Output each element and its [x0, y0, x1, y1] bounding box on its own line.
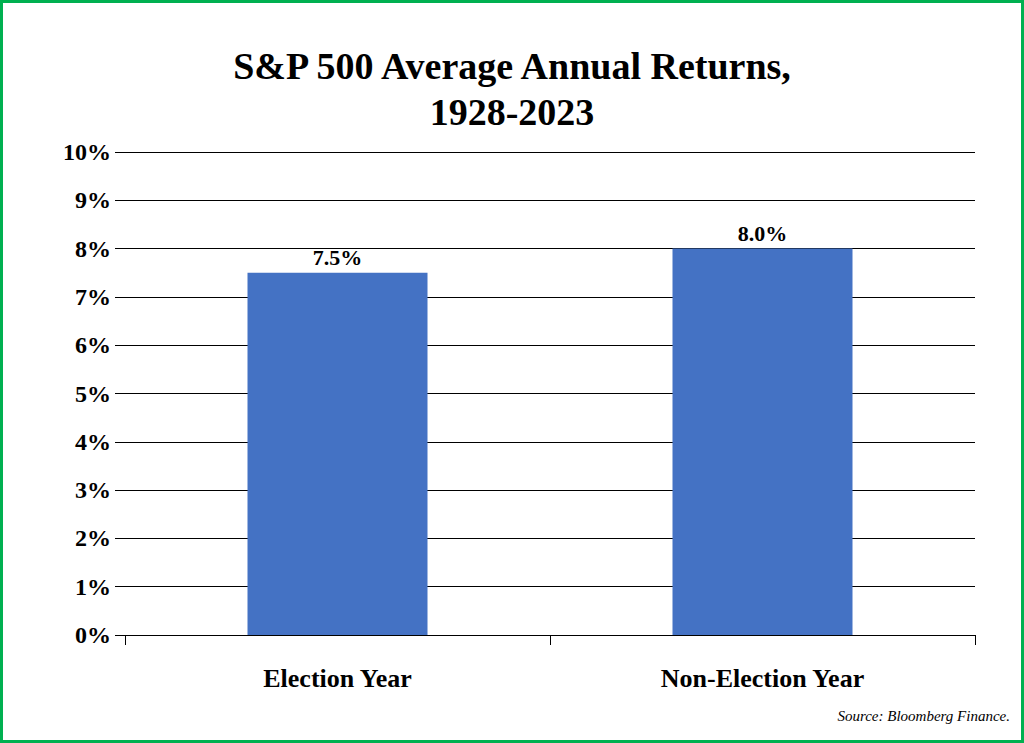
- svg-text:4%: 4%: [75, 429, 111, 455]
- svg-text:3%: 3%: [75, 477, 111, 503]
- svg-text:Election Year: Election Year: [263, 664, 412, 693]
- svg-text:2%: 2%: [75, 525, 111, 551]
- svg-text:Source: Bloomberg Finance.: Source: Bloomberg Finance.: [837, 708, 1010, 724]
- svg-text:7%: 7%: [75, 284, 111, 310]
- svg-text:1%: 1%: [75, 574, 111, 600]
- svg-text:1928-2023: 1928-2023: [430, 91, 595, 133]
- svg-text:10%: 10%: [63, 139, 111, 165]
- svg-text:8%: 8%: [75, 236, 111, 262]
- svg-text:Non-Election Year: Non-Election Year: [661, 664, 864, 693]
- svg-text:8.0%: 8.0%: [738, 221, 788, 246]
- svg-text:6%: 6%: [75, 332, 111, 358]
- svg-text:5%: 5%: [75, 381, 111, 407]
- svg-text:S&P 500 Average Annual Returns: S&P 500 Average Annual Returns,: [233, 45, 791, 87]
- svg-text:0%: 0%: [75, 622, 111, 648]
- svg-text:9%: 9%: [75, 187, 111, 213]
- svg-text:7.5%: 7.5%: [313, 245, 363, 270]
